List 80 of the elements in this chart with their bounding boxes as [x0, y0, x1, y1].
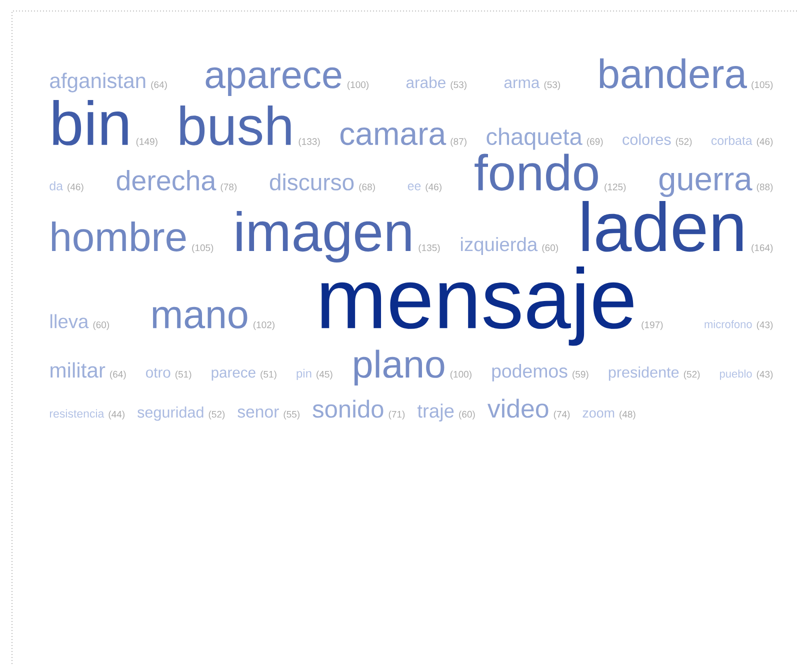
category-label: parece — [212, 370, 256, 381]
data-label: (55) — [284, 410, 300, 420]
data-label: (43) — [756, 370, 773, 380]
category-label: laden — [582, 200, 742, 252]
category-label: video — [488, 398, 548, 418]
data-label: (53) — [544, 81, 560, 90]
data-label: (100) — [450, 370, 472, 380]
category-label: corbata — [711, 136, 752, 145]
category-label: hombre — [52, 221, 186, 252]
data-label: (149) — [136, 138, 158, 147]
category-label: mano — [152, 306, 248, 328]
category-label: izquierda — [461, 237, 538, 256]
data-label: (59) — [572, 370, 588, 380]
data-label: (51) — [260, 370, 276, 380]
data-label: (52) — [676, 138, 692, 147]
category-label: fondo — [474, 154, 598, 191]
data-label: (46) — [68, 183, 84, 192]
data-label: (69) — [587, 138, 603, 147]
data-label: (88) — [756, 183, 773, 192]
category-label: lleva — [50, 314, 89, 328]
data-label: (100) — [348, 81, 368, 90]
data-label: (53) — [450, 81, 466, 90]
data-label: (71) — [388, 410, 405, 420]
data-label: (46) — [756, 138, 773, 147]
data-label: (164) — [752, 244, 773, 254]
category-label: zoom — [582, 410, 614, 418]
data-label: (197) — [642, 321, 663, 330]
category-label: senor — [238, 408, 279, 418]
category-label: microfono — [704, 320, 752, 328]
category-label: bin — [53, 100, 128, 146]
data-label: (48) — [620, 410, 636, 420]
data-label: (87) — [450, 138, 466, 147]
category-label: bandera — [600, 58, 747, 88]
data-label: (133) — [298, 138, 320, 147]
category-label: plano — [354, 350, 444, 386]
data-label: (74) — [554, 410, 570, 420]
category-label: otro — [146, 368, 170, 378]
data-label: (60) — [459, 410, 475, 420]
category-label: podemos — [492, 364, 568, 382]
category-label: militar — [50, 362, 106, 378]
category-label: aparece — [206, 67, 342, 96]
category-label: chaqueta — [486, 128, 582, 150]
category-label: sonido — [312, 400, 384, 418]
data-label: (102) — [253, 321, 274, 330]
data-label: (44) — [108, 410, 124, 420]
category-label: ee — [408, 184, 421, 190]
data-label: (43) — [756, 321, 773, 330]
data-label: (46) — [426, 183, 442, 192]
data-label: (60) — [93, 321, 109, 330]
data-label: (78) — [220, 183, 237, 192]
category-label: derecha — [116, 170, 216, 190]
data-label: (52) — [208, 410, 225, 420]
category-label: pin — [296, 368, 312, 380]
category-label: arabe — [406, 76, 446, 88]
data-label: (64) — [151, 81, 167, 90]
category-label: bush — [180, 106, 291, 146]
category-label: resistencia — [50, 409, 104, 418]
data-label: (125) — [604, 183, 626, 192]
category-label: guerra — [659, 172, 752, 197]
data-label: (105) — [192, 244, 214, 254]
category-label: colores — [622, 134, 671, 145]
category-label: pueblo — [720, 370, 752, 380]
category-label: seguridad — [137, 406, 204, 421]
category-label: camara — [340, 128, 446, 146]
data-label: (68) — [359, 183, 375, 192]
data-label: (60) — [542, 244, 558, 254]
category-label: imagen — [236, 211, 411, 262]
category-label: presidente — [608, 366, 679, 381]
category-label: discurso — [270, 174, 354, 190]
category-label: da — [50, 181, 63, 190]
data-label: (105) — [752, 81, 773, 90]
category-label: mensaje — [321, 266, 634, 346]
data-label: (135) — [418, 244, 440, 254]
category-label: afganistan — [50, 72, 146, 92]
data-label: (45) — [316, 370, 332, 380]
category-label: arma — [504, 79, 540, 88]
data-label: (52) — [684, 370, 700, 380]
data-label: (51) — [175, 370, 192, 380]
data-label: (64) — [110, 370, 126, 380]
category-label: traje — [417, 404, 454, 422]
